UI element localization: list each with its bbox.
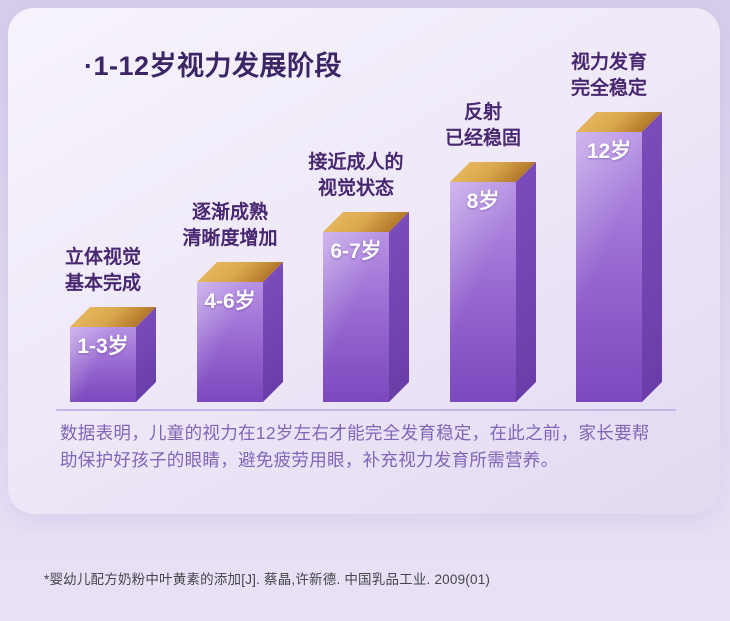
citation-footnote: *婴幼儿配方奶粉中叶黄素的添加[J]. 蔡晶,许新德. 中国乳品工业. 2009… (44, 572, 491, 587)
bar-group-age-12: 视力发育 完全稳定 12岁 (529, 50, 689, 402)
bar-age-1-3: 1-3岁 (70, 307, 156, 402)
stage-description: 反射 已经稳固 (445, 100, 521, 152)
stage-desc-line1: 立体视觉 (64, 247, 141, 268)
bar-side-face (642, 112, 662, 402)
bar-group-age-8: 反射 已经稳固 8岁 (403, 100, 563, 402)
stage-desc-line1: 反射 (463, 102, 502, 123)
bar-group-age-4-6: 逐渐成熟 清晰度增加 4-6岁 (150, 200, 310, 402)
stage-desc-line2: 已经稳固 (444, 128, 521, 149)
stage-description: 接近成人的 视觉状态 (308, 150, 403, 202)
stage-desc-line2: 完全稳定 (570, 78, 647, 99)
bar-front-face: 4-6岁 (197, 262, 283, 402)
bar-front-face: 12岁 (576, 112, 662, 402)
stage-desc-line2: 清晰度增加 (182, 228, 278, 249)
stage-desc-line1: 视力发育 (570, 52, 647, 73)
bar-front-face: 1-3岁 (70, 307, 156, 402)
stage-desc-line2: 视觉状态 (317, 178, 394, 199)
page-title: ·1-12岁视力发展阶段 (84, 51, 343, 81)
chart-card: ·1-12岁视力发展阶段 立体视觉 基本完成 1-3岁 逐渐成熟 清晰度增加 (8, 8, 720, 514)
bar-age-label: 6-7岁 (330, 240, 382, 263)
bar-front-face: 8岁 (450, 162, 536, 402)
bar-group-age-1-3: 立体视觉 基本完成 1-3岁 (23, 245, 183, 402)
stage-desc-line2: 基本完成 (64, 273, 141, 294)
stage-description: 立体视觉 基本完成 (65, 245, 141, 297)
bar-age-6-7: 6-7岁 (323, 212, 409, 402)
bar-age-label: 8岁 (466, 190, 500, 213)
bar-age-label: 4-6岁 (204, 290, 256, 313)
description-text: 数据表明，儿童的视力在12岁左右才能完全发育稳定，在此之前，家长要帮助保护好孩子… (60, 423, 650, 470)
stage-description: 逐渐成熟 清晰度增加 (182, 200, 277, 252)
bar-age-label: 1-3岁 (77, 335, 129, 358)
bar-group-age-6-7: 接近成人的 视觉状态 6-7岁 (276, 150, 436, 402)
bar-age-label: 12岁 (586, 140, 632, 163)
divider-line (56, 409, 676, 411)
stage-description: 视力发育 完全稳定 (571, 50, 647, 102)
bar-front-face: 6-7岁 (323, 212, 409, 402)
stage-desc-line1: 逐渐成熟 (191, 202, 268, 223)
bar-age-8: 8岁 (450, 162, 536, 402)
stage-desc-line1: 接近成人的 (308, 152, 404, 173)
bar-age-4-6: 4-6岁 (197, 262, 283, 402)
bar-age-12: 12岁 (576, 112, 662, 402)
